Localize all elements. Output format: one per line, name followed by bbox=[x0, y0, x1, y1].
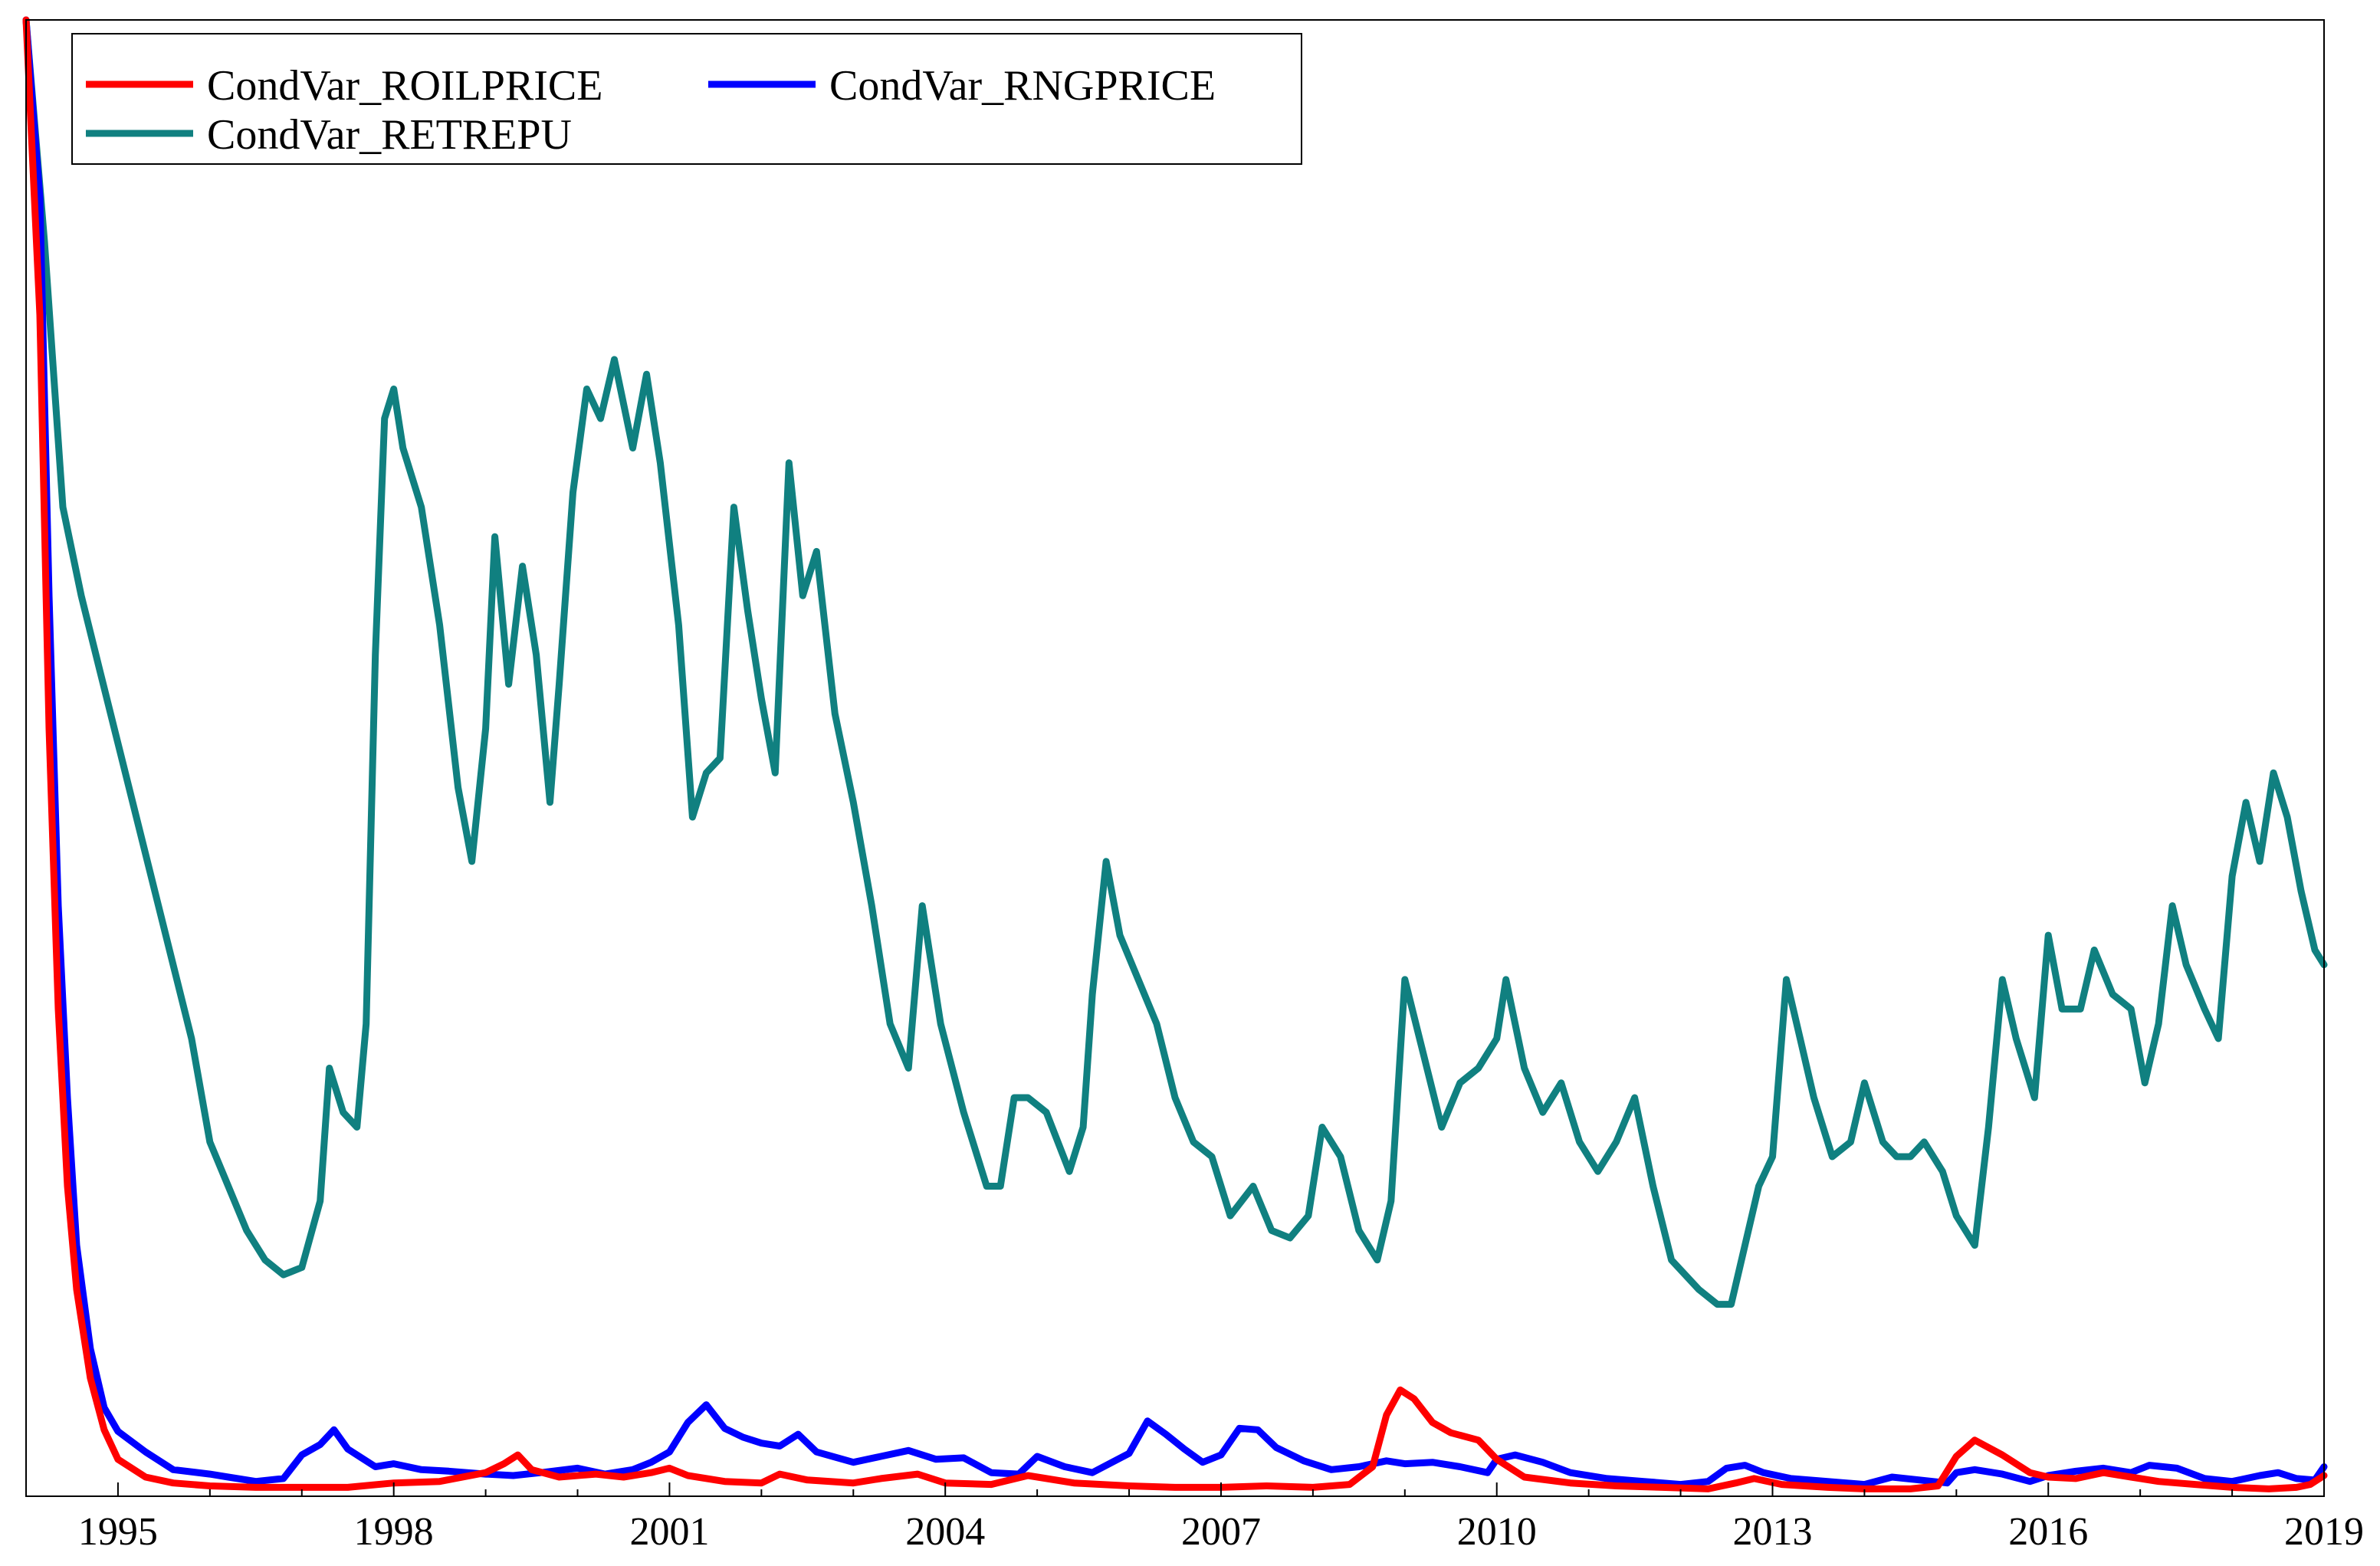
series-layer bbox=[22, 16, 2328, 1492]
legend-label-rngprice: CondVar_RNGPRICE bbox=[829, 62, 1216, 110]
x-tick-label: 2007 bbox=[1181, 1510, 1261, 1554]
x-tick-label: 2010 bbox=[1457, 1510, 1537, 1554]
x-tick-label: 1998 bbox=[354, 1510, 434, 1554]
plot-frame bbox=[25, 19, 2325, 1497]
series-line-condvar-rngprice bbox=[22, 16, 2328, 1489]
x-tick-label: 2013 bbox=[1732, 1510, 1812, 1554]
series-line-condvar-retrepu bbox=[22, 16, 2328, 1308]
legend-label-retrepu: CondVar_RETREPU bbox=[207, 111, 572, 159]
x-tick-label: 2001 bbox=[629, 1510, 709, 1554]
x-tick-label: 2019 bbox=[2284, 1510, 2364, 1554]
x-tick-label: 1995 bbox=[78, 1510, 158, 1554]
legend: CondVar_ROILPRICE CondVar_RNGPRICE CondV… bbox=[71, 33, 1302, 165]
x-axis: 1995 1998 2001 2004 2007 2010 2013 2016 2019 bbox=[25, 1482, 2364, 1554]
x-tick-label: 2004 bbox=[905, 1510, 985, 1554]
x-tick-label: 2016 bbox=[2008, 1510, 2088, 1554]
series-line-condvar-roilprice bbox=[22, 16, 2328, 1492]
legend-label-roilprice: CondVar_ROILPRICE bbox=[207, 62, 602, 110]
legend-box bbox=[71, 33, 1302, 165]
